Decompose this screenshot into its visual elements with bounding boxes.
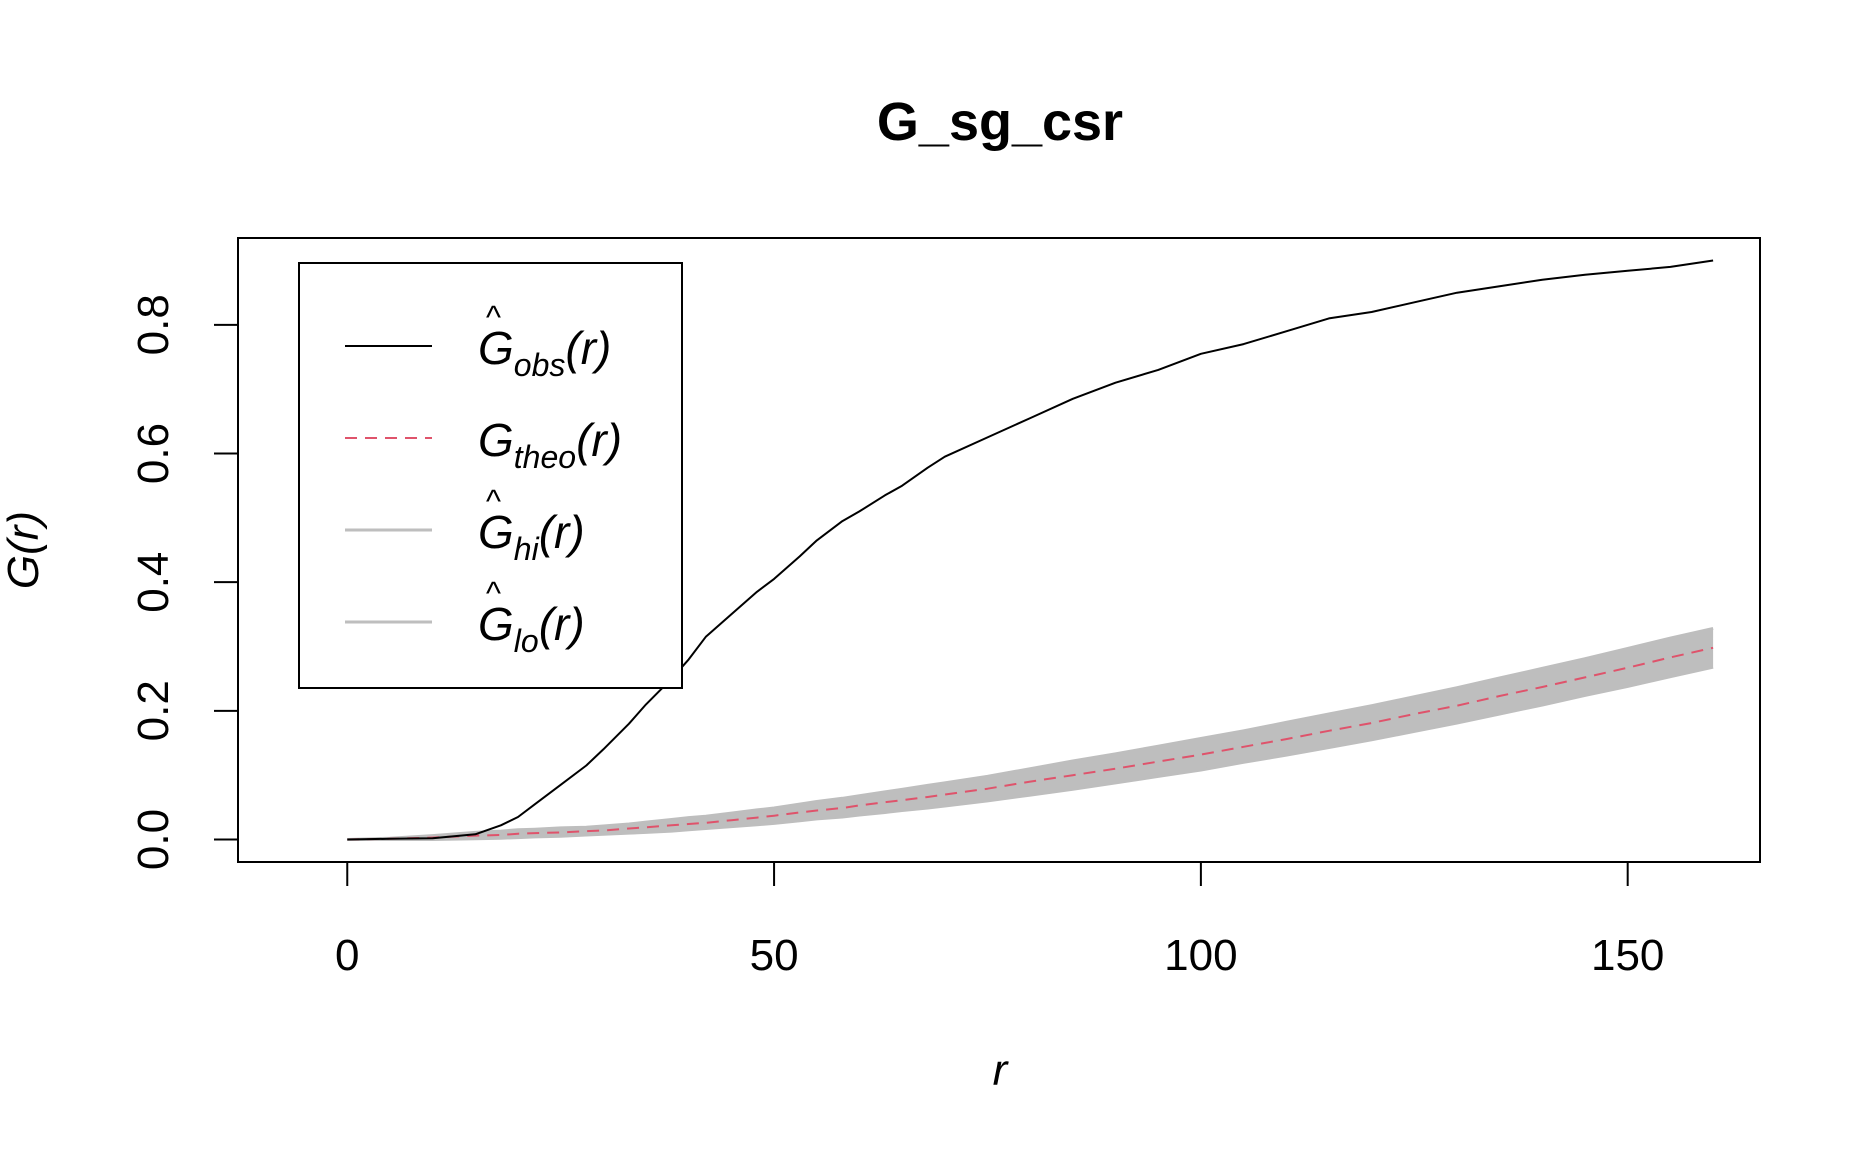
axes: 0 50 100 150 0.0 0.2 0.4 0.6 0.8 [129, 294, 1664, 980]
x-tick-label: 100 [1164, 931, 1237, 980]
legend-box [298, 262, 683, 689]
plot-area [347, 259, 1714, 841]
y-tick-label: 0.2 [129, 680, 178, 741]
x-tick-label: 50 [750, 931, 799, 980]
series-line-obs [347, 259, 1714, 841]
chart-title: G_sg_csr [877, 92, 1123, 152]
y-tick-label: 0.8 [129, 294, 178, 355]
legend-hat-lo: ^ [485, 575, 501, 611]
legend-label-obs: Gobs(r) [478, 322, 611, 383]
y-tick-label: 0.6 [129, 423, 178, 484]
y-tick-label: 0.0 [129, 809, 178, 870]
y-axis-label: G(r) [0, 511, 48, 589]
legend-label-lo: Glo(r) [478, 598, 585, 659]
x-axis-label: r [993, 1046, 1010, 1095]
series-line-hi [347, 627, 1714, 841]
x-tick-label: 0 [335, 931, 359, 980]
legend-label-hi: Ghi(r) [478, 506, 585, 567]
legend-label-theo: Gtheo(r) [478, 414, 622, 475]
series-line-theo [347, 646, 1714, 841]
series-line-lo [347, 665, 1714, 841]
legend: Gobs(r)^Gtheo(r)Ghi(r)^Glo(r)^ [298, 262, 683, 689]
legend-hat-obs: ^ [485, 299, 501, 335]
x-tick-label: 150 [1591, 931, 1664, 980]
y-tick-label: 0.4 [129, 552, 178, 613]
legend-hat-hi: ^ [485, 483, 501, 519]
